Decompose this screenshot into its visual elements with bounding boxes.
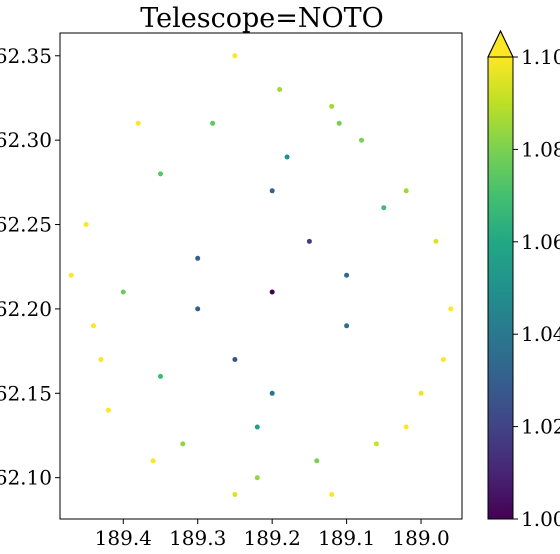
scatter-point-33: [232, 492, 238, 497]
scatter-point-28: [336, 120, 342, 126]
colorbar: 1.00 1.02 1.04 1.06 1.08 1.10: [487, 29, 560, 531]
y-tick-label: 62.10: [0, 466, 52, 490]
scatter-point-31: [403, 424, 409, 430]
y-tick-label: 62.35: [0, 44, 52, 68]
y-tick-label: 62.20: [0, 297, 52, 321]
scatter-point-39: [269, 390, 275, 396]
x-tick-label: 189.2: [244, 526, 301, 550]
scatter-point-30: [440, 357, 446, 362]
colorbar-tick-label: 1.08: [521, 137, 560, 161]
scatter-point-21: [254, 475, 260, 481]
scatter-point-38: [269, 188, 275, 194]
scatter-point-20: [314, 458, 320, 464]
scatter-point-3: [195, 255, 201, 261]
scatter-point-12: [83, 222, 89, 227]
x-tick-label: 189.3: [169, 526, 226, 550]
scatter-point-15: [359, 137, 364, 143]
scatter-point-17: [448, 306, 454, 312]
scatter-point-19: [373, 441, 379, 447]
scatter-point-35: [91, 323, 96, 329]
scatter-point-26: [232, 53, 238, 59]
x-tick-label: 189.4: [95, 526, 152, 550]
chart-title: Telescope=NOTO: [140, 3, 384, 34]
scatter-point-37: [344, 272, 350, 278]
scatter-point-5: [158, 373, 163, 379]
scatter-point-4: [344, 323, 350, 329]
scatter-point-7: [381, 205, 387, 211]
scatter-point-0: [269, 289, 275, 295]
colorbar-tick-label: 1.10: [521, 45, 560, 69]
scatter-point-34: [150, 458, 156, 464]
scatter-point-27: [277, 87, 283, 92]
colorbar-tick-label: 1.00: [521, 507, 560, 531]
scatter-point-36: [195, 306, 201, 312]
y-axis: 62.10 62.15 62.20 62.25 62.30 62.35: [0, 44, 60, 490]
y-tick-label: 62.25: [0, 213, 52, 237]
colorbar-gradient: [488, 57, 513, 519]
x-tick-label: 189.0: [392, 526, 449, 550]
scatter-point-11: [329, 103, 335, 109]
scatter-point-9: [284, 154, 290, 160]
points-layer: [68, 53, 454, 497]
scatter-point-23: [105, 407, 111, 413]
colorbar-outline: [487, 29, 514, 520]
scatter-point-1: [306, 238, 312, 244]
scatter-point-16: [433, 238, 439, 244]
scatter-point-8: [120, 289, 126, 295]
colorbar-tick-label: 1.06: [521, 230, 560, 254]
scatter-point-24: [68, 272, 74, 278]
colorbar-tick-label: 1.02: [521, 415, 560, 439]
scatter-point-22: [180, 441, 186, 447]
scatter-point-13: [98, 357, 104, 362]
scatter-point-29: [403, 188, 409, 194]
y-tick-label: 62.15: [0, 381, 52, 405]
scatter-point-10: [210, 120, 216, 126]
scatter-point-18: [418, 390, 424, 396]
x-axis: 189.4 189.3 189.2 189.1 189.0: [95, 519, 450, 550]
scatter-point-2: [232, 357, 238, 362]
scatter-point-14: [158, 171, 163, 177]
colorbar-tick-label: 1.04: [521, 322, 560, 346]
scatter-point-32: [329, 492, 335, 497]
plot-area: [59, 32, 463, 520]
scatter-point-6: [254, 424, 260, 430]
colorbar-extend-arrow: [487, 29, 514, 58]
scatter-point-25: [135, 120, 141, 126]
x-tick-label: 189.1: [318, 526, 375, 550]
colorbar-ticks: 1.00 1.02 1.04 1.06 1.08 1.10: [513, 45, 560, 531]
y-tick-label: 62.30: [0, 128, 52, 152]
